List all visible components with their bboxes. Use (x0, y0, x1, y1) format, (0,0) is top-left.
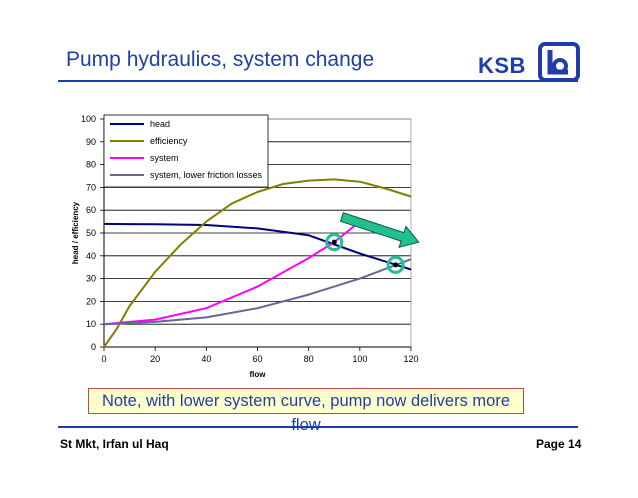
x-tick-label: 120 (403, 354, 418, 364)
operating-point-dot (393, 262, 398, 267)
shift-arrow (341, 213, 419, 248)
operating-point-dot (332, 240, 337, 245)
legend-label: head (150, 119, 170, 129)
page-number: Page 14 (536, 437, 581, 451)
x-tick-label: 0 (101, 354, 106, 364)
y-tick-label: 100 (81, 114, 96, 124)
y-tick-label: 0 (91, 342, 96, 352)
note-box: Note, with lower system curve, pump now … (88, 388, 524, 414)
series-line (104, 259, 411, 324)
legend-label: system (150, 153, 179, 163)
x-axis-label: flow (250, 370, 267, 379)
y-axis-label: head / efficiency (71, 201, 80, 264)
legend-label: system, lower friction losses (150, 170, 263, 180)
y-tick-label: 50 (86, 228, 96, 238)
y-tick-label: 20 (86, 296, 96, 306)
x-tick-label: 80 (304, 354, 314, 364)
series-line (104, 224, 411, 270)
x-tick-label: 40 (201, 354, 211, 364)
legend-label: efficiency (150, 136, 188, 146)
y-tick-label: 30 (86, 274, 96, 284)
x-tick-label: 100 (352, 354, 367, 364)
series-line (104, 222, 360, 325)
y-tick-label: 90 (86, 137, 96, 147)
x-tick-label: 20 (150, 354, 160, 364)
x-tick-label: 60 (252, 354, 262, 364)
footer-rule (58, 426, 578, 428)
footer-author: St Mkt, Irfan ul Haq (60, 437, 169, 451)
y-tick-label: 60 (86, 205, 96, 215)
y-tick-label: 10 (86, 319, 96, 329)
y-tick-label: 70 (86, 182, 96, 192)
y-tick-label: 80 (86, 160, 96, 170)
y-tick-label: 40 (86, 251, 96, 261)
